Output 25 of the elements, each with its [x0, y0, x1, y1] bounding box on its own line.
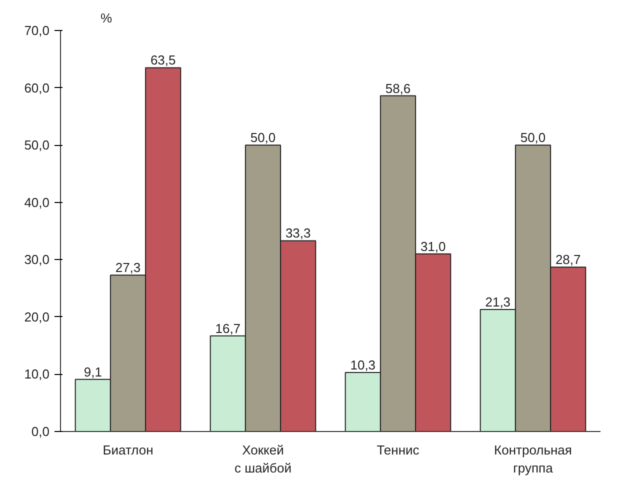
y-tick-label: 60,0 [24, 80, 50, 96]
y-tick-label: 10,0 [24, 366, 50, 382]
data-label: 31,0 [420, 238, 446, 254]
data-label: 28,7 [555, 252, 581, 268]
data-label: 16,7 [215, 320, 241, 336]
x-tick-label: Биатлон [102, 442, 154, 458]
data-label: 50,0 [520, 130, 546, 146]
y-tick-label: 30,0 [24, 252, 50, 268]
data-label: 63,5 [150, 52, 176, 68]
x-tick-label: Хоккей с шайбой [234, 442, 292, 476]
data-label: 33,3 [285, 226, 311, 241]
x-tick-label: Теннис [376, 442, 420, 458]
x-tick-label: Контрольная группа [494, 442, 572, 476]
y-tick-label: 0,0 [31, 424, 50, 439]
data-label: 27,3 [115, 260, 141, 276]
y-tick-label: 20,0 [24, 309, 50, 324]
y-tick-label: 40,0 [24, 194, 50, 210]
data-label: 10,3 [350, 357, 376, 372]
y-tick-label: 70,0 [24, 23, 50, 38]
data-label: 9,1 [84, 364, 102, 380]
data-label: 58,6 [385, 80, 411, 96]
data-label: 50,0 [250, 130, 276, 146]
y-axis-title: % [100, 10, 112, 26]
y-tick-label: 50,0 [24, 138, 50, 153]
data-label: 21,3 [485, 294, 511, 310]
